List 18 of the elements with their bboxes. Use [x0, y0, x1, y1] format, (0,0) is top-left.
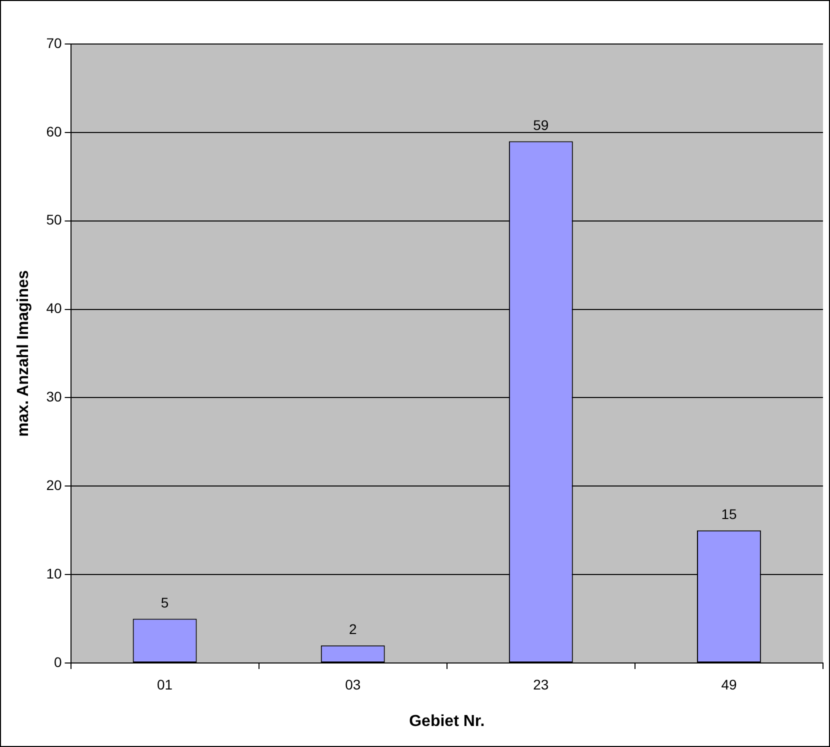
x-tick-label: 03: [345, 676, 361, 692]
data-label: 15: [721, 506, 737, 522]
y-tick-label: 60: [46, 123, 62, 140]
y-tick-label: 20: [46, 477, 62, 493]
y-tick-label: 40: [46, 300, 62, 316]
x-tick-label: 01: [157, 676, 173, 692]
data-label: 2: [348, 621, 357, 638]
y-tick-label: 70: [46, 34, 62, 51]
data-label: 59: [533, 117, 549, 134]
x-axis-title: Gebiet Nr.: [409, 712, 485, 730]
x-tick-label: 23: [533, 676, 549, 692]
y-tick-label: 0: [54, 654, 62, 670]
y-axis-title: max. Anzahl Imagines: [15, 270, 32, 437]
data-label: 5: [160, 594, 169, 611]
x-tick-label: 49: [721, 676, 737, 692]
y-tick-label: 50: [46, 212, 62, 228]
y-tick-label: 30: [46, 388, 62, 405]
y-tick-label: 10: [46, 565, 62, 582]
